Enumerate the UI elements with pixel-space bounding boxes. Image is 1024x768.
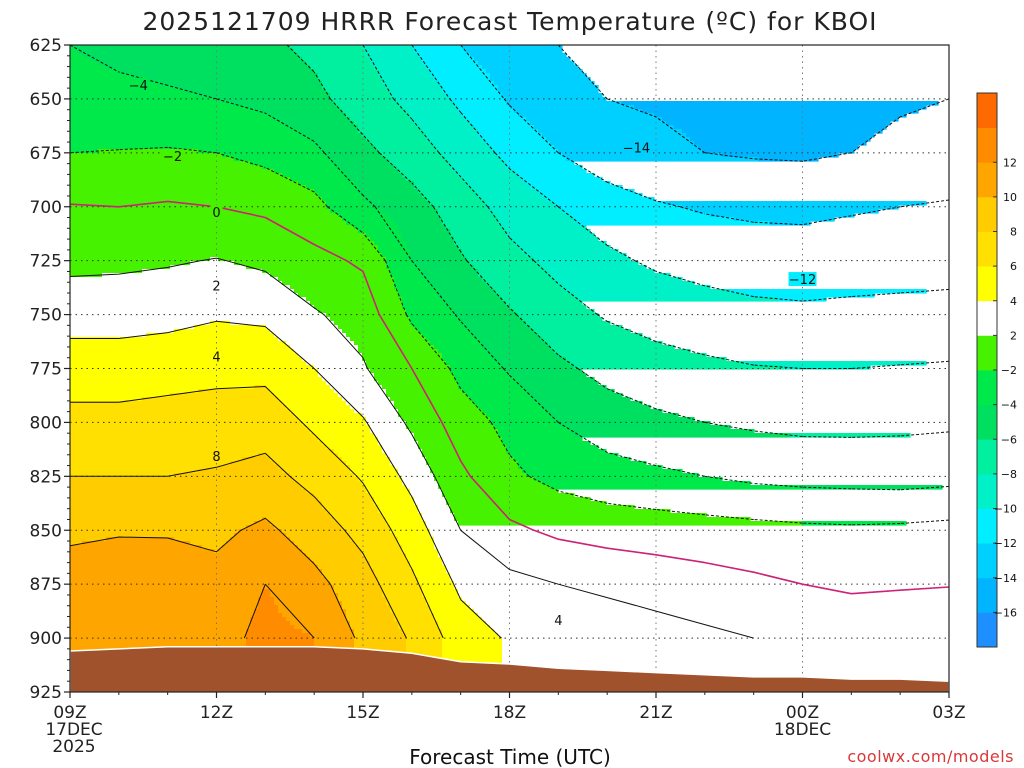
colorbar-tick-label: 8 <box>1010 226 1017 239</box>
isotherm-12 <box>243 583 315 639</box>
x-tick-label: 09Z <box>53 703 86 723</box>
colorbar-swatch <box>977 543 997 579</box>
terrain-layer <box>70 645 949 692</box>
x-tick-label: 18Z <box>493 703 526 723</box>
contour-label: 4 <box>554 614 562 629</box>
x-tick-label: 21Z <box>639 703 672 723</box>
x-tick-label: 15Z <box>346 703 379 723</box>
colorbar-swatch <box>977 577 997 613</box>
contour-label-bg <box>210 349 223 364</box>
colorbar-swatch <box>977 439 997 475</box>
isotherm-4 <box>70 320 502 639</box>
x-tick-label: 03Z <box>932 703 965 723</box>
y-tick-label: 850 <box>30 521 62 541</box>
colorbar-swatch <box>977 300 997 336</box>
colorbar-swatch <box>977 404 997 440</box>
colorbar-legend: −16 −14 −12 −10 −8 −6 −4 −2 2 4 6 8 10 12 <box>976 92 1017 648</box>
chart-title: 2025121709 HRRR Forecast Temperature (ºC… <box>142 7 877 36</box>
isotherm-minus-6 <box>286 45 949 438</box>
axis-tick-layer: 6256506757007257507758008258508759009250… <box>30 36 966 757</box>
contour-label: 0 <box>212 206 220 221</box>
y-tick-label: 925 <box>30 683 62 703</box>
colorbar-tick-label: −16 <box>994 606 1017 619</box>
isotherm-minus-8 <box>362 45 949 369</box>
isotherm-minus-12 <box>460 45 949 226</box>
contour-label: −12 <box>789 273 816 288</box>
colorbar-swatch <box>977 508 997 544</box>
x-axis-title: Forecast Time (UTC) <box>409 745 611 768</box>
credit-text: coolwx.com/models <box>847 747 1014 766</box>
terrain-fill <box>70 645 949 692</box>
colorbar-tick-label: 6 <box>1010 260 1017 273</box>
x-tick-label: 2025 <box>52 737 95 757</box>
contour-label: 4 <box>212 351 220 366</box>
colorbar-swatch <box>977 266 997 302</box>
contour-label: −4 <box>129 79 148 94</box>
colorbar-tick-label: −2 <box>1001 364 1017 377</box>
contour-label-bg <box>128 77 149 92</box>
y-tick-label: 750 <box>30 306 62 326</box>
contour-label: −14 <box>623 142 650 157</box>
colorbar-swatch <box>977 127 997 163</box>
y-tick-label: 700 <box>30 198 62 218</box>
isotherm-2 <box>70 257 754 639</box>
colorbar-swatch <box>977 196 997 232</box>
x-tick-label: 12Z <box>200 703 233 723</box>
y-tick-label: 775 <box>30 360 62 380</box>
temperature-fill-layer <box>70 45 943 692</box>
isotherm-10 <box>70 517 356 639</box>
contour-label: −2 <box>163 150 182 165</box>
y-tick-label: 800 <box>30 413 62 433</box>
y-tick-label: 825 <box>30 467 62 487</box>
colorbar-tick-label: −6 <box>1001 433 1017 446</box>
isotherm-minus-2 <box>70 146 949 526</box>
contour-label-bg <box>622 140 651 155</box>
isotherm-8 <box>70 452 407 639</box>
contour-label-bg <box>210 205 223 220</box>
isotherm-minus-14 <box>557 45 949 162</box>
colorbar-tick-label: −8 <box>1001 468 1017 481</box>
contour-label-bg <box>210 448 223 463</box>
colorbar-swatch <box>977 93 997 129</box>
colorbar-tick-label: 10 <box>1003 191 1017 204</box>
isotherm-contours <box>70 45 949 639</box>
x-tick-label: 18DEC <box>774 720 831 740</box>
isotherm-minus-10 <box>411 45 949 302</box>
colorbar-swatch <box>977 335 997 371</box>
y-tick-label: 875 <box>30 575 62 595</box>
contour-label-layer: −4 −2 0 2 4 8 4 −14 −12 <box>128 77 817 629</box>
contour-label-bg <box>210 278 223 293</box>
y-tick-label: 900 <box>30 629 62 649</box>
colorbar-swatch <box>977 473 997 509</box>
contour-label-bg <box>788 272 817 287</box>
x-tick-label: 00Z <box>786 703 819 723</box>
y-tick-label: 675 <box>30 144 62 164</box>
isotherm-0 <box>70 200 949 595</box>
contour-label: 2 <box>212 280 220 295</box>
colorbar-tick-label: −10 <box>994 503 1017 516</box>
colorbar-swatch <box>977 612 997 648</box>
contour-label: 8 <box>212 450 220 465</box>
colorbar-swatch <box>977 162 997 198</box>
y-tick-label: 650 <box>30 90 62 110</box>
colorbar-swatch <box>977 231 997 267</box>
isotherm-6 <box>70 386 444 639</box>
colorbar-tick-label: −12 <box>994 537 1017 550</box>
colorbar-tick-label: −14 <box>994 572 1017 585</box>
contour-label-bg <box>552 612 565 627</box>
colorbar-tick-label: 2 <box>1010 329 1017 342</box>
isotherm-minus-4 <box>70 45 949 491</box>
colorbar-tick-label: −4 <box>1001 399 1017 412</box>
colorbar-tick-label: 12 <box>1003 156 1017 169</box>
y-tick-label: 625 <box>30 36 62 56</box>
x-tick-label: 17DEC <box>45 720 102 740</box>
colorbar-tick-label: 4 <box>1010 295 1017 308</box>
contour-label-bg <box>162 149 183 164</box>
colorbar-swatch <box>977 370 997 406</box>
y-tick-label: 725 <box>30 252 62 272</box>
